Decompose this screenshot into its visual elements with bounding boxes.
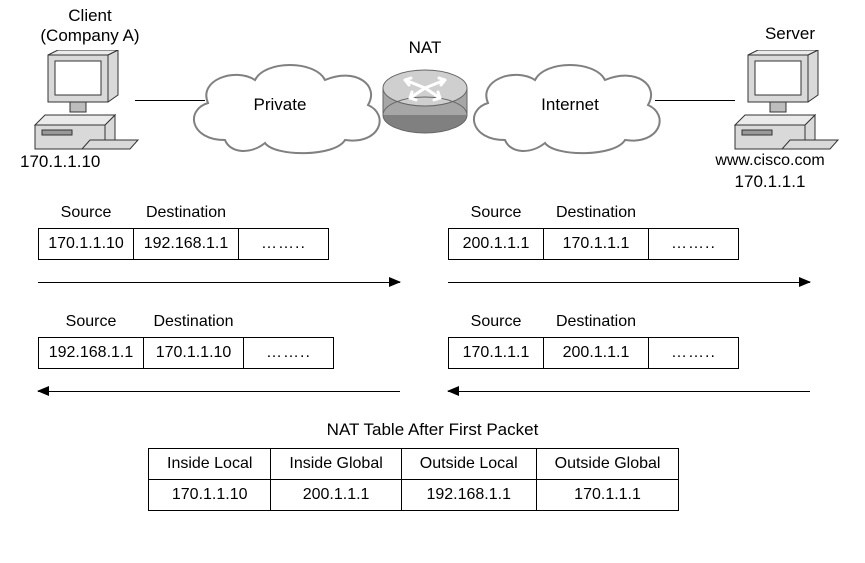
nat-col-2: Outside Local [401,449,536,480]
col-source: Source [449,198,544,229]
cell-dst: 170.1.1.10 [144,338,244,369]
arrow-inbound-left [38,391,400,392]
client-label-2: (Company A) [10,26,170,46]
cell-dots: …….. [244,338,334,369]
server-label: Server [740,24,840,44]
client-computer-icon [30,50,140,150]
cell-dots: …….. [649,229,739,260]
cell-dst: 170.1.1.1 [544,229,649,260]
nat-col-0: Inside Local [149,449,271,480]
col-source: Source [449,307,544,338]
packet-table-inbound-private: Source Destination 192.168.1.1 170.1.1.1… [38,307,334,369]
cell-src: 192.168.1.1 [39,338,144,369]
cell-src: 200.1.1.1 [449,229,544,260]
col-source: Source [39,307,144,338]
server-computer-icon [730,50,840,150]
col-destination: Destination [134,198,239,229]
nat-table: Inside Local Inside Global Outside Local… [148,448,679,511]
nat-col-3: Outside Global [536,449,679,480]
cell-dots: …….. [239,229,329,260]
packet-table-inbound-public: Source Destination 170.1.1.1 200.1.1.1 …… [448,307,739,369]
cell-dst: 200.1.1.1 [544,338,649,369]
private-cloud-label: Private [230,95,330,115]
router-icon [380,60,470,140]
client-ip: 170.1.1.10 [20,152,140,172]
cell-dst: 192.168.1.1 [134,229,239,260]
nat-cell-2: 192.168.1.1 [401,480,536,511]
col-destination: Destination [544,307,649,338]
arrow-outbound-right [448,282,810,283]
server-host: www.cisco.com [680,152,860,170]
nat-col-1: Inside Global [271,449,401,480]
nat-table-title: NAT Table After First Packet [0,420,865,440]
arrow-outbound-left [38,282,400,283]
packet-table-outbound-public: Source Destination 200.1.1.1 170.1.1.1 …… [448,198,739,260]
nat-label: NAT [395,38,455,58]
col-destination: Destination [144,307,244,338]
packet-table-outbound-private: Source Destination 170.1.1.10 192.168.1.… [38,198,329,260]
cell-src: 170.1.1.1 [449,338,544,369]
server-ip: 170.1.1.1 [680,172,860,192]
arrow-inbound-right [448,391,810,392]
nat-cell-1: 200.1.1.1 [271,480,401,511]
client-label-1: Client [10,6,170,26]
cell-src: 170.1.1.10 [39,229,134,260]
cell-dots: …….. [649,338,739,369]
internet-cloud-label: Internet [520,95,620,115]
nat-cell-0: 170.1.1.10 [149,480,271,511]
nat-cell-3: 170.1.1.1 [536,480,679,511]
col-source: Source [39,198,134,229]
col-destination: Destination [544,198,649,229]
